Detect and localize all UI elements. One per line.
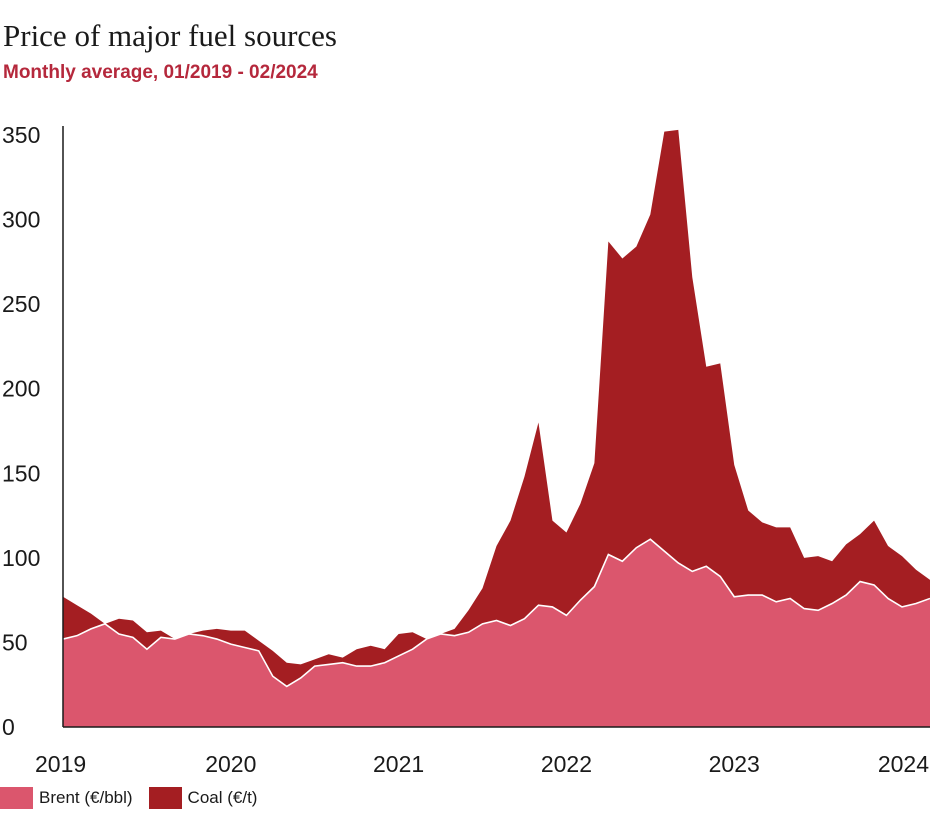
y-tick-label: 0: [2, 714, 15, 740]
x-tick-label: 2020: [205, 751, 256, 777]
y-tick-label: 100: [2, 545, 40, 571]
x-tick-label: 2024: [878, 751, 929, 777]
y-tick-label: 350: [2, 122, 40, 148]
x-tick-label: 2021: [373, 751, 424, 777]
area-layer: [62, 129, 930, 727]
area-brent: [63, 539, 930, 727]
tick-label-layer: 0 50 100 150 200 250 300 350 2019 2020 2021 2022 202…: [2, 122, 929, 777]
legend-item-brent: Brent (€/bbl): [0, 787, 133, 809]
legend: Brent (€/bbl) Coal (€/t): [0, 787, 273, 809]
x-tick-label: 2022: [541, 751, 592, 777]
brent-line: [62, 538, 930, 688]
x-tick-label: 2019: [35, 751, 86, 777]
area-coal: [63, 129, 930, 687]
legend-label-coal: Coal (€/t): [187, 788, 258, 807]
y-tick-label: 250: [2, 291, 40, 317]
legend-label-brent: Brent (€/bbl): [39, 788, 133, 807]
y-tick-label: 200: [2, 376, 40, 402]
legend-swatch-coal: [148, 787, 182, 809]
chart-subtitle: Monthly average, 01/2019 - 02/2024: [3, 62, 318, 83]
y-tick-label: 50: [2, 629, 28, 655]
area-chart: 0 50 100 150 200 250 300 350 2019 2020 2021 2022 202…: [2, 122, 930, 777]
chart-title: Price of major fuel sources: [3, 18, 337, 53]
legend-swatch-brent: [0, 787, 33, 809]
y-tick-label: 150: [2, 460, 40, 486]
x-tick-label: 2023: [709, 751, 760, 777]
y-tick-label: 300: [2, 207, 40, 233]
axes-layer: [62, 126, 930, 728]
legend-item-coal: Coal (€/t): [148, 787, 258, 809]
